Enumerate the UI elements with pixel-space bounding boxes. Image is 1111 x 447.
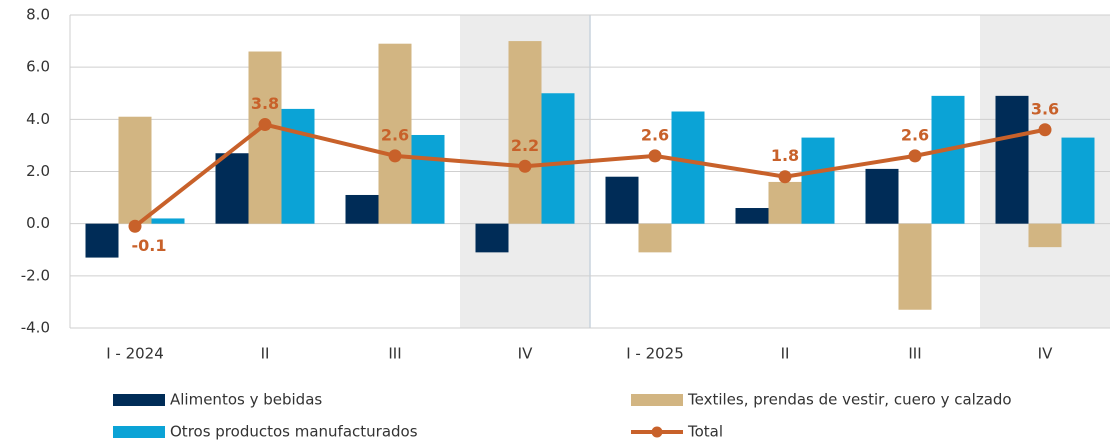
bar bbox=[671, 111, 705, 224]
bar bbox=[281, 108, 315, 224]
bar bbox=[508, 41, 542, 224]
x-tick-label: I - 2025 bbox=[626, 345, 684, 363]
bar bbox=[1028, 223, 1062, 248]
bar bbox=[541, 93, 575, 224]
marker bbox=[1038, 123, 1052, 137]
x-tick-label: II bbox=[781, 345, 790, 363]
y-tick-label: 6.0 bbox=[26, 58, 50, 76]
y-tick-label: -2.0 bbox=[21, 266, 50, 284]
legend-label: Textiles, prendas de vestir, cuero y cal… bbox=[687, 391, 1012, 409]
bar bbox=[475, 223, 509, 253]
bar bbox=[995, 95, 1029, 224]
bar bbox=[898, 223, 932, 310]
data-label: 3.6 bbox=[1031, 99, 1059, 118]
x-tick-label: IV bbox=[1038, 345, 1053, 363]
data-label: 2.6 bbox=[381, 125, 409, 144]
marker bbox=[388, 149, 402, 163]
bar bbox=[768, 181, 802, 224]
bar bbox=[85, 223, 119, 258]
data-label: 1.8 bbox=[771, 146, 799, 165]
line bbox=[133, 122, 1046, 228]
marker bbox=[648, 149, 662, 163]
x-tick-label: III bbox=[908, 345, 921, 363]
y-tick-label: 2.0 bbox=[26, 162, 50, 180]
data-label: 3.8 bbox=[251, 94, 279, 113]
marker bbox=[258, 118, 272, 132]
legend-swatch bbox=[113, 426, 165, 438]
y-tick-label: 8.0 bbox=[26, 6, 50, 24]
bar bbox=[215, 153, 249, 224]
x-tick-label: II bbox=[261, 345, 270, 363]
legend-marker bbox=[651, 426, 663, 438]
bar bbox=[345, 194, 379, 224]
bar bbox=[411, 134, 445, 224]
marker bbox=[908, 149, 922, 163]
y-tick-label: -4.0 bbox=[21, 319, 50, 337]
legend-swatch bbox=[631, 394, 683, 406]
bar bbox=[151, 218, 185, 224]
data-label: 2.2 bbox=[511, 136, 539, 155]
data-label: -0.1 bbox=[132, 236, 167, 255]
bar bbox=[118, 116, 152, 224]
bar bbox=[605, 176, 639, 224]
data-label: 2.6 bbox=[901, 125, 929, 144]
x-tick-label: IV bbox=[518, 345, 533, 363]
marker bbox=[518, 159, 532, 173]
legend-label: Alimentos y bebidas bbox=[170, 391, 322, 409]
data-label: 2.6 bbox=[641, 125, 669, 144]
x-tick-label: III bbox=[388, 345, 401, 363]
bar bbox=[735, 208, 769, 224]
legend-swatch bbox=[113, 394, 165, 406]
bar bbox=[931, 95, 965, 224]
bar bbox=[378, 43, 412, 224]
legend-label: Total bbox=[687, 423, 723, 441]
marker bbox=[128, 219, 142, 233]
bar bbox=[638, 223, 672, 253]
y-tick-label: 0.0 bbox=[26, 214, 50, 232]
bar bbox=[801, 137, 835, 224]
bar bbox=[1061, 137, 1095, 224]
x-tick-label: I - 2024 bbox=[106, 345, 164, 363]
bar bbox=[248, 51, 282, 224]
bar bbox=[865, 168, 899, 224]
legend-label: Otros productos manufacturados bbox=[170, 423, 418, 441]
y-tick-label: 4.0 bbox=[26, 110, 50, 128]
marker bbox=[778, 170, 792, 184]
